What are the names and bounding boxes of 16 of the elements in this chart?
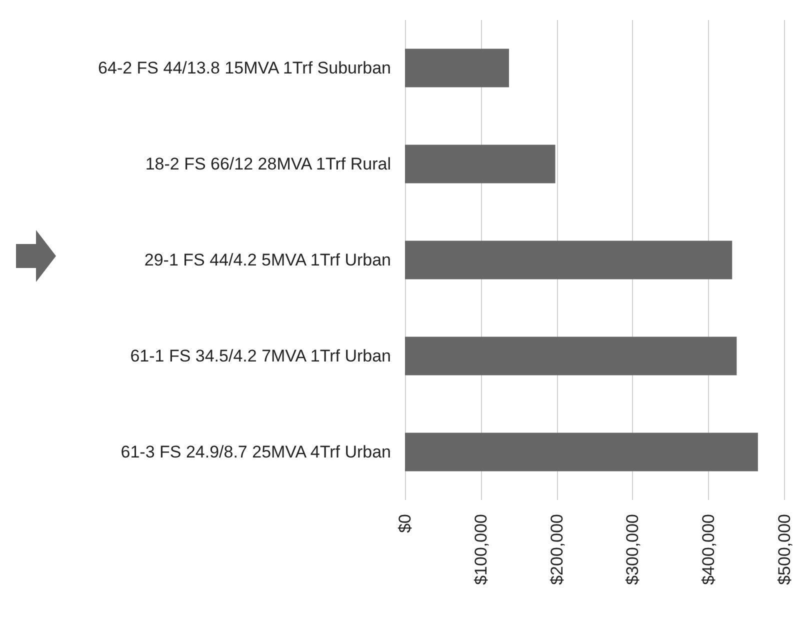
x-tick-label: $200,000: [547, 514, 566, 585]
y-tick-label: 61-3 FS 24.9/8.7 25MVA 4Trf Urban: [120, 442, 391, 462]
bar: [405, 240, 732, 280]
x-tick-label: $100,000: [471, 514, 490, 585]
y-tick-label: 64-2 FS 44/13.8 15MVA 1Trf Suburban: [98, 58, 391, 78]
bar: [405, 144, 556, 184]
bar: [405, 48, 509, 88]
bar: [405, 336, 737, 376]
y-tick-label: 61-1 FS 34.5/4.2 7MVA 1Trf Urban: [130, 346, 391, 366]
x-tick-label: $400,000: [699, 514, 718, 585]
y-tick-label: 18-2 FS 66/12 28MVA 1Trf Rural: [145, 154, 391, 174]
bar: [405, 432, 758, 472]
y-tick-label: 29-1 FS 44/4.2 5MVA 1Trf Urban: [144, 250, 391, 270]
x-tick-label: $500,000: [775, 514, 793, 585]
x-tick-label: $0: [396, 514, 414, 533]
x-tick-label: $300,000: [623, 514, 642, 585]
